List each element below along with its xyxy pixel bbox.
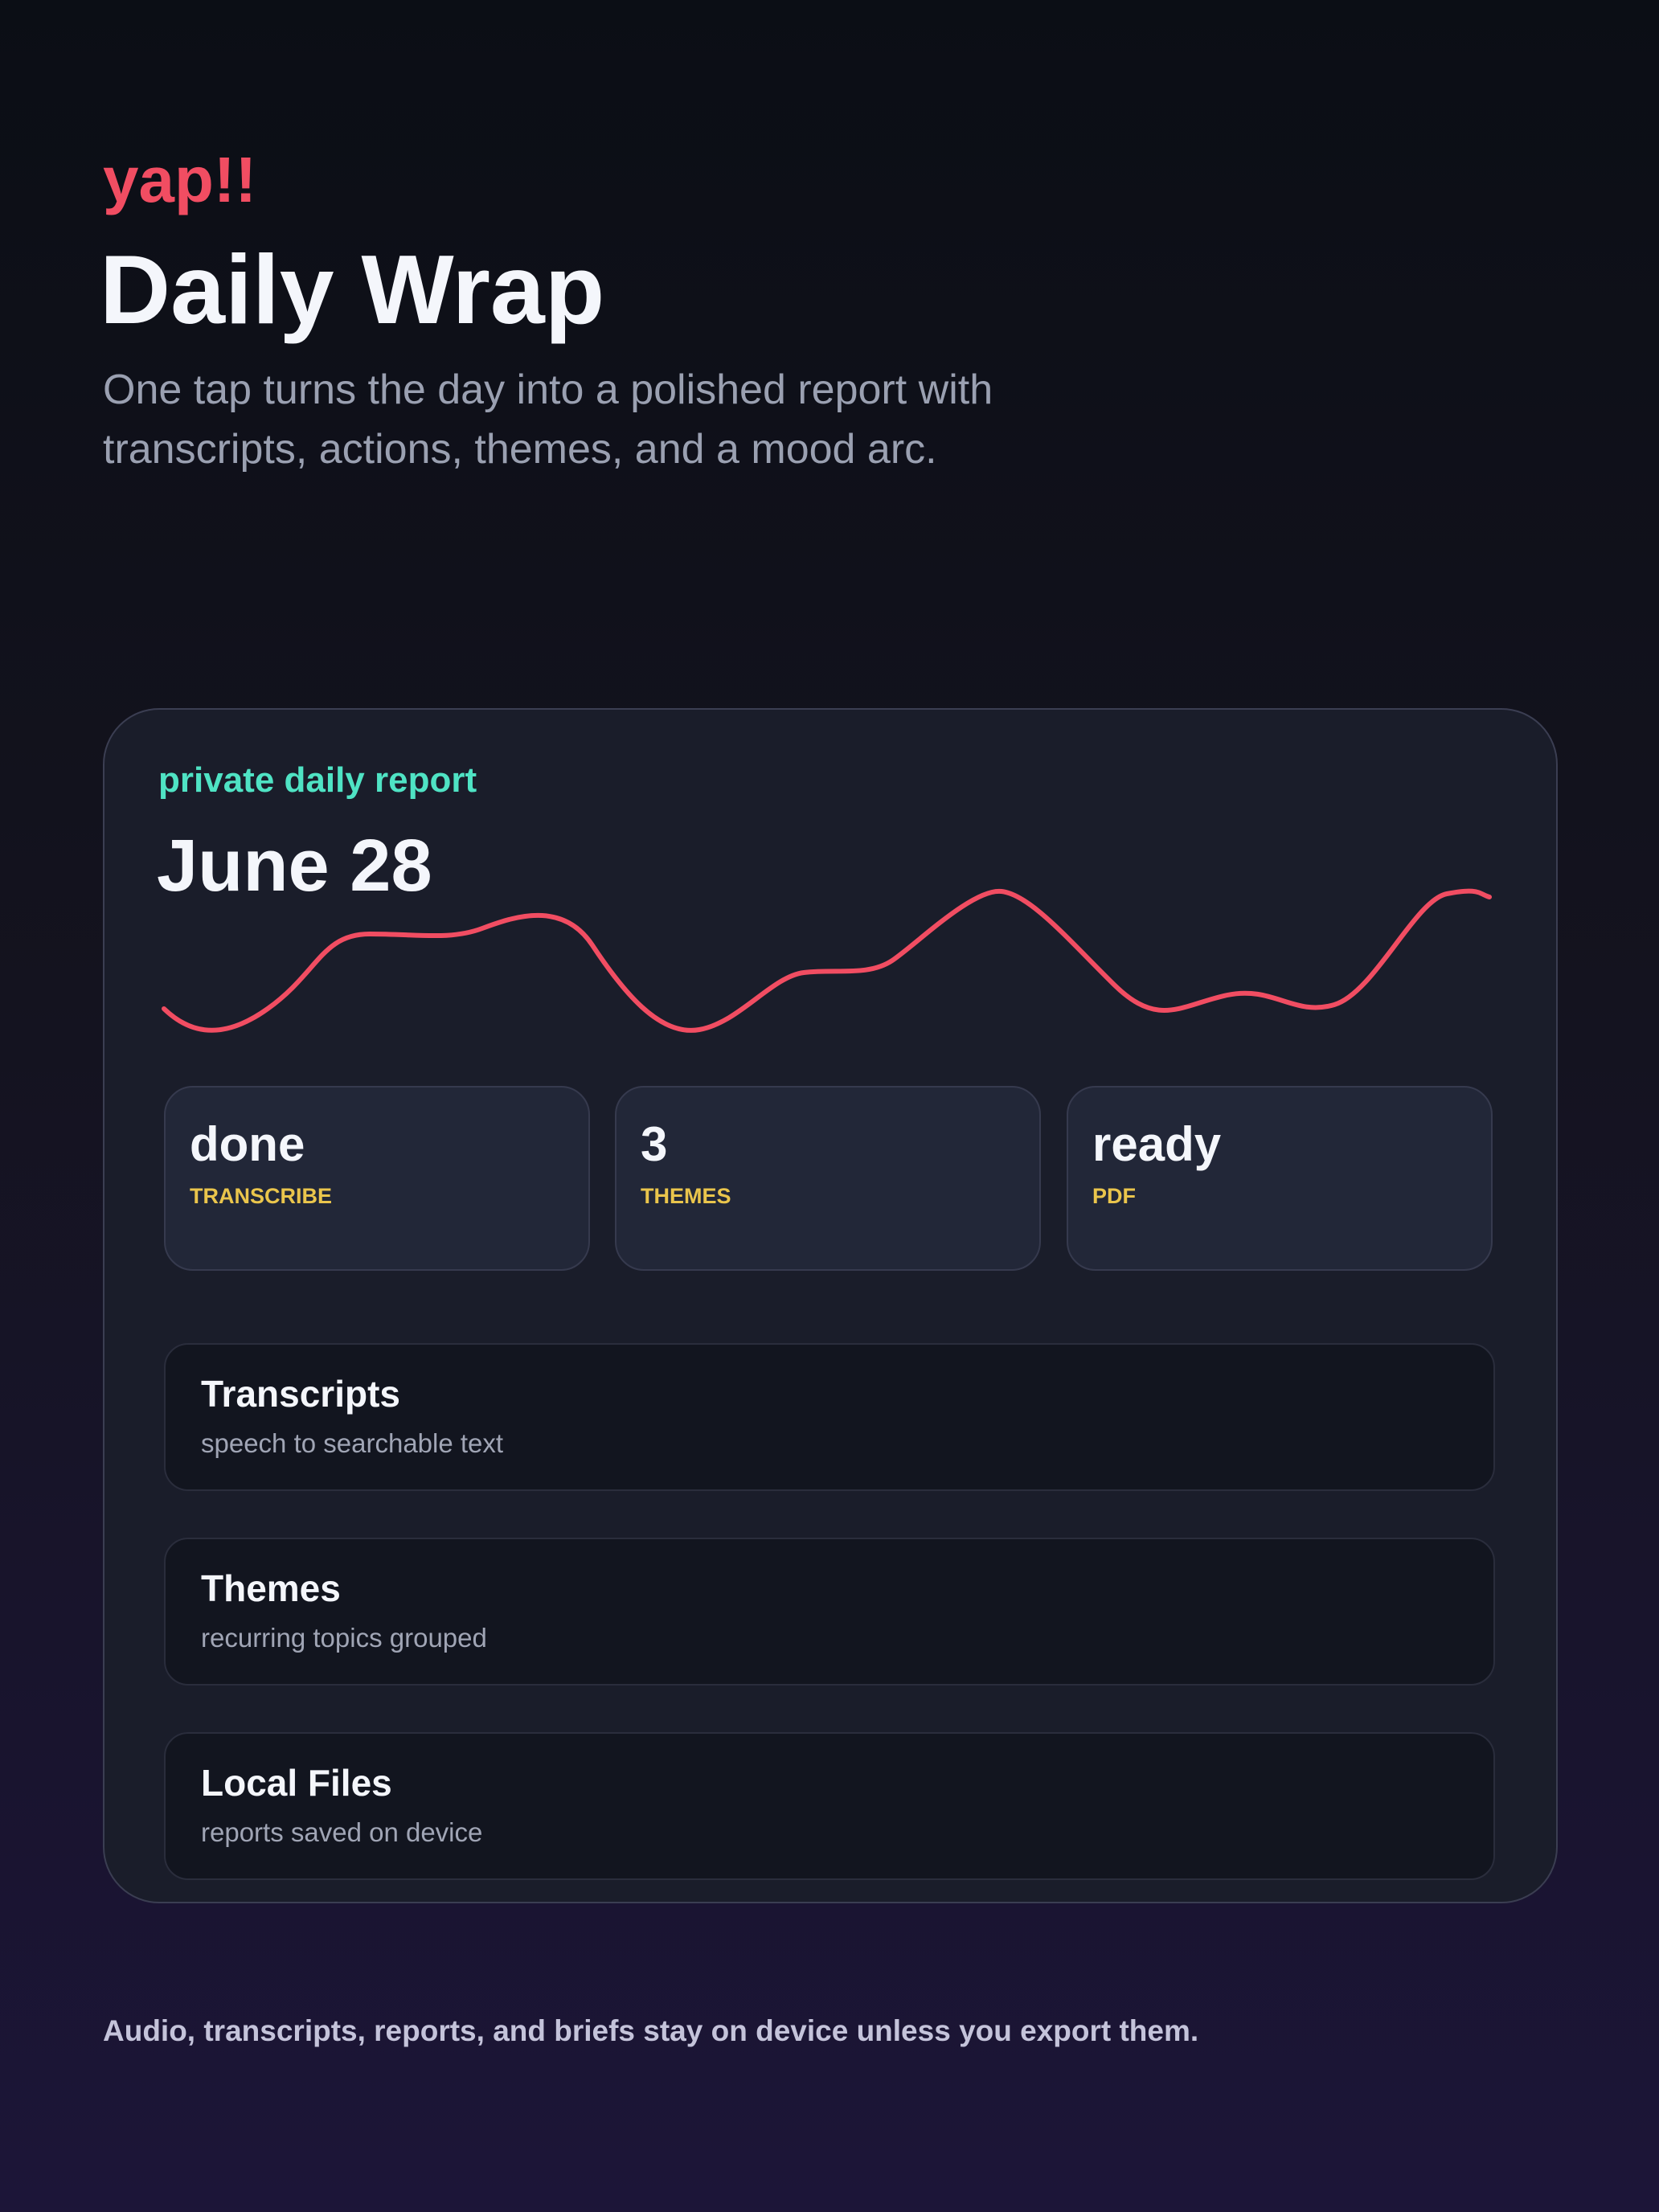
stat-value: 3 bbox=[641, 1117, 668, 1171]
stat-label: THEMES bbox=[641, 1184, 731, 1208]
item-title: Local Files bbox=[201, 1762, 392, 1804]
feature-item: Local Files reports saved on device bbox=[164, 1732, 1495, 1880]
feature-item: Transcripts speech to searchable text bbox=[164, 1343, 1495, 1491]
page-title: Daily Wrap bbox=[100, 235, 605, 344]
stat-box: ready PDF bbox=[1067, 1086, 1493, 1271]
card-label: private daily report bbox=[158, 760, 477, 800]
feature-item: Themes recurring topics grouped bbox=[164, 1538, 1495, 1686]
mood-line bbox=[162, 888, 1492, 1033]
stat-box: 3 THEMES bbox=[615, 1086, 1041, 1271]
stat-value: ready bbox=[1092, 1117, 1222, 1171]
item-description: speech to searchable text bbox=[201, 1428, 504, 1458]
subtitle: One tap turns the day into a polished re… bbox=[103, 367, 993, 473]
brand: yap!! bbox=[103, 144, 257, 215]
item-title: Themes bbox=[201, 1567, 341, 1609]
stat-label: TRANSCRIBE bbox=[190, 1184, 333, 1208]
item-description: recurring topics grouped bbox=[201, 1623, 487, 1653]
stat-label: PDF bbox=[1092, 1184, 1136, 1208]
item-title: Transcripts bbox=[201, 1373, 400, 1415]
stat-box: done TRANSCRIBE bbox=[164, 1086, 590, 1271]
stat-value: done bbox=[190, 1117, 305, 1171]
mood-arc bbox=[162, 888, 1492, 1033]
item-description: reports saved on device bbox=[201, 1817, 483, 1847]
card-date: June 28 bbox=[157, 825, 432, 907]
footer-note: Audio, transcripts, reports, and briefs … bbox=[103, 2014, 1199, 2047]
report-card bbox=[103, 708, 1558, 1903]
